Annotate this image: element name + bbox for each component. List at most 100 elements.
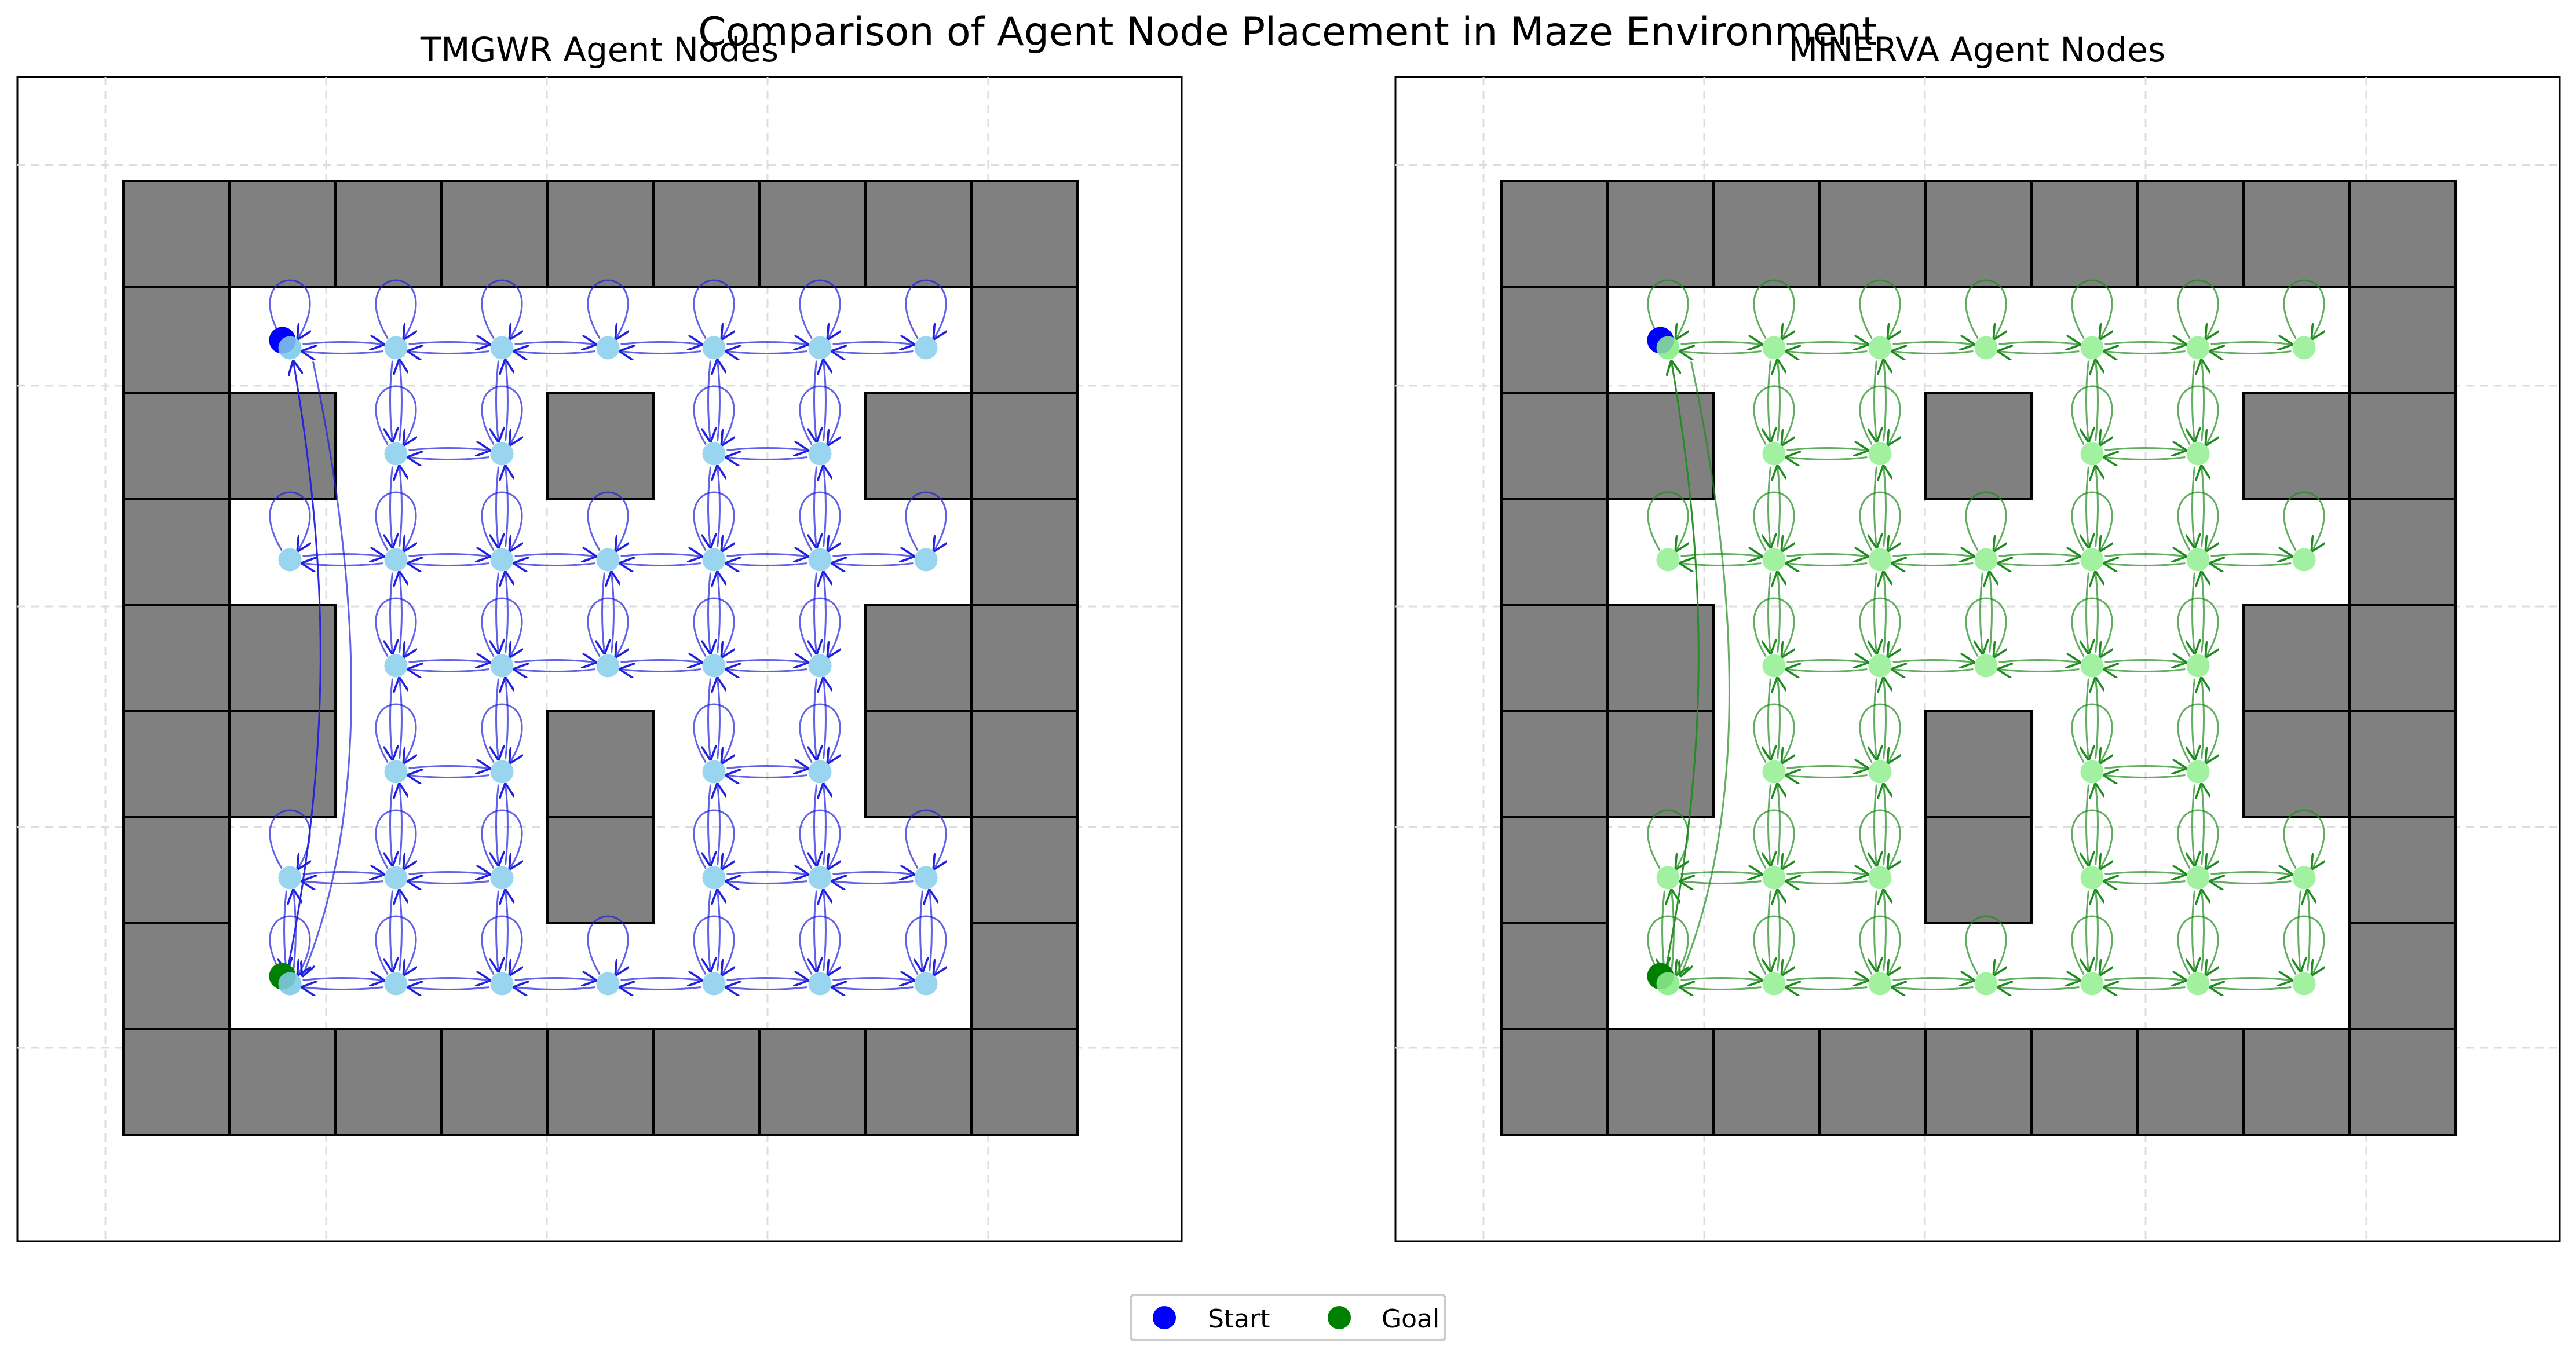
edge: [1998, 978, 2080, 981]
edge: [1769, 784, 1771, 865]
edge: [726, 554, 807, 557]
self-loop-edge: [2071, 915, 2112, 975]
self-loop-edge: [481, 809, 522, 869]
agent-node: [1868, 972, 1892, 996]
agent-node: [2186, 336, 2210, 360]
wall-cell: [546, 710, 655, 818]
edge: [496, 466, 499, 547]
edge: [824, 467, 826, 547]
self-loop-edge: [2283, 279, 2324, 339]
agent-node: [1762, 336, 1786, 360]
wall-cell: [122, 816, 231, 924]
wall-cell: [2242, 1028, 2351, 1136]
agent-node: [2292, 336, 2316, 360]
wall-cell: [2348, 816, 2457, 924]
edge: [1680, 554, 1762, 557]
self-loop-edge: [481, 279, 522, 339]
edge: [1680, 342, 1762, 345]
edge: [2202, 467, 2204, 547]
edge: [832, 978, 914, 981]
shortcut-edge: [1681, 361, 1730, 976]
agent-node: [2080, 442, 2104, 466]
edge: [2105, 776, 2186, 778]
edge: [1786, 554, 1868, 557]
edge: [514, 342, 595, 345]
edge: [514, 660, 595, 663]
edge: [620, 554, 701, 557]
wall-cell: [864, 604, 973, 712]
agent-node: [2080, 972, 2104, 996]
edge: [2211, 987, 2292, 990]
self-loop-edge: [587, 279, 628, 339]
self-loop-edge: [799, 279, 840, 339]
self-loop-edge: [1859, 809, 1900, 869]
edge: [1769, 890, 1771, 971]
self-loop-edge: [2071, 491, 2112, 551]
self-loop-edge: [693, 385, 734, 445]
edge: [833, 352, 914, 354]
edge: [400, 679, 402, 759]
edge: [1875, 360, 1877, 441]
edge: [832, 872, 914, 875]
agent-node: [702, 336, 726, 360]
self-loop-edge: [905, 491, 946, 551]
wall-cell: [970, 604, 1079, 712]
agent-node: [2080, 336, 2104, 360]
wall-cell: [1924, 816, 2033, 924]
agent-node: [596, 548, 620, 572]
self-loop-edge: [587, 597, 628, 657]
edge: [390, 572, 393, 653]
edge: [409, 670, 489, 672]
edge: [1875, 890, 1877, 971]
edge: [1998, 660, 2080, 663]
wall-cell: [2136, 1028, 2245, 1136]
edge: [1769, 360, 1771, 441]
edge: [1778, 573, 1780, 653]
self-loop-edge: [693, 809, 734, 869]
edge: [1787, 564, 1868, 566]
edge: [1893, 987, 1974, 990]
edge: [708, 678, 711, 759]
edge: [2104, 660, 2186, 663]
wall-cell: [1606, 1028, 1715, 1136]
wall-cell: [122, 922, 231, 1030]
edge: [2210, 872, 2292, 875]
edge: [2104, 978, 2186, 981]
self-loop-edge: [2177, 809, 2218, 869]
self-loop-edge: [693, 703, 734, 763]
edge: [1787, 458, 1868, 460]
edge: [409, 352, 489, 354]
wall-cell: [864, 180, 973, 288]
edge: [515, 670, 595, 672]
edge: [1787, 776, 1868, 778]
edge: [2096, 785, 2098, 865]
edge: [409, 458, 489, 460]
agent-node: [808, 654, 832, 678]
wall-cell: [122, 392, 231, 500]
agent-node: [1974, 336, 1998, 360]
maze-walls: [122, 180, 1079, 1136]
legend-goal-marker: [1328, 1306, 1351, 1329]
agent-node: [384, 972, 408, 996]
graph-nodes: [1656, 336, 2316, 996]
edge: [400, 573, 402, 653]
wall-cell: [1606, 604, 1715, 712]
edge: [1778, 891, 1780, 971]
edge: [400, 361, 402, 441]
edge: [2105, 670, 2186, 672]
edge: [1999, 352, 2080, 354]
agent-node: [1762, 866, 1786, 890]
agent-node: [1868, 760, 1892, 784]
agent-node: [2186, 548, 2210, 572]
agent-node: [384, 866, 408, 890]
edge: [1680, 872, 1762, 875]
self-loop-edge: [1965, 279, 2006, 339]
agent-node: [702, 548, 726, 572]
edge: [400, 467, 402, 547]
shortcut-edge: [287, 362, 321, 970]
edge: [2105, 987, 2186, 990]
edge: [1786, 660, 1868, 663]
agent-node: [278, 972, 302, 996]
edge: [708, 360, 711, 441]
